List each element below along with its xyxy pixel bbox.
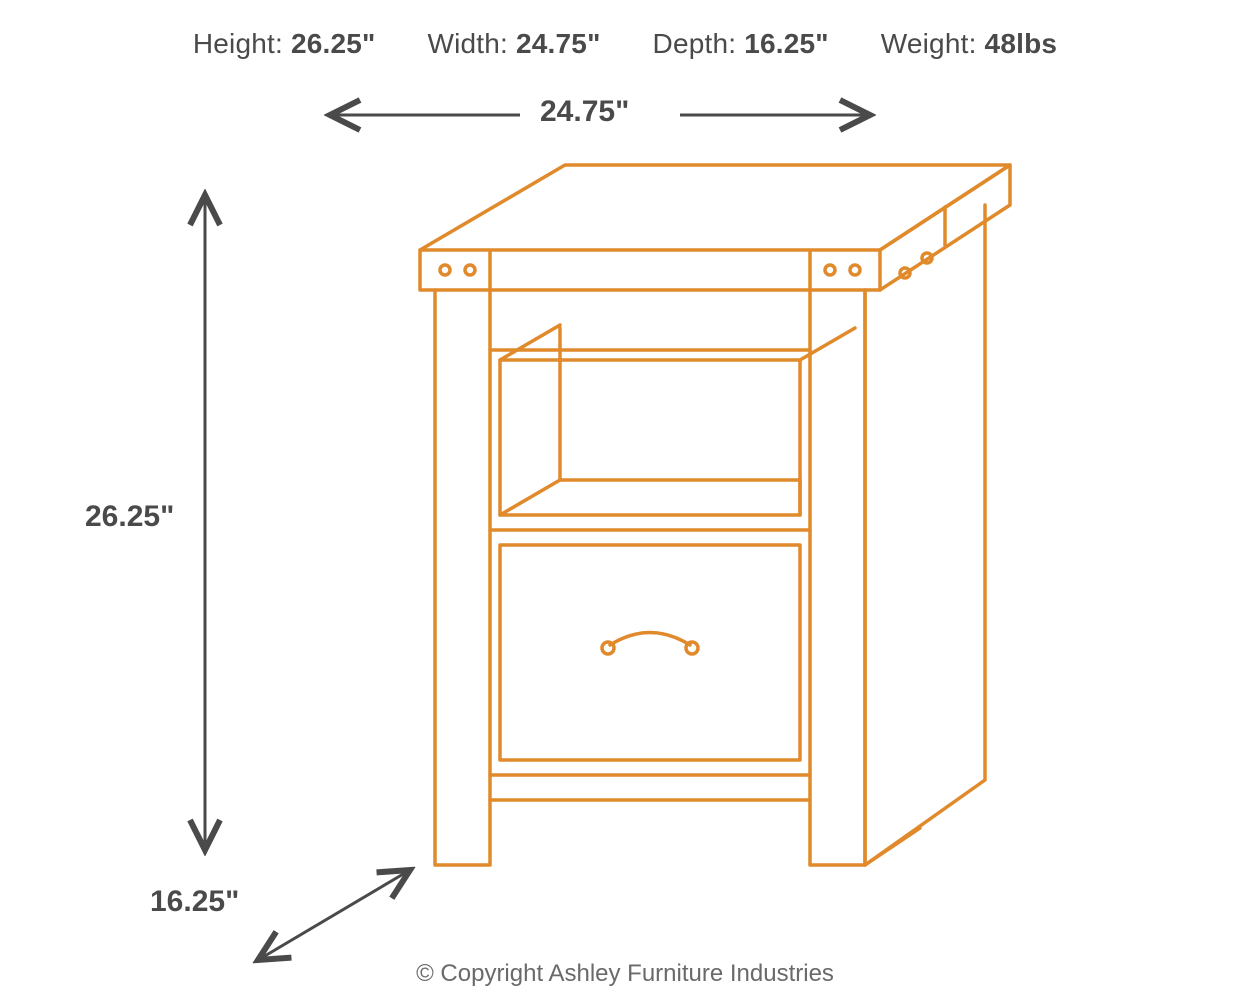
nightstand-drawing — [420, 165, 1010, 865]
furniture-diagram — [0, 0, 1250, 1000]
dimension-arrows — [205, 115, 870, 960]
copyright-text: © Copyright Ashley Furniture Industries — [0, 960, 1250, 988]
